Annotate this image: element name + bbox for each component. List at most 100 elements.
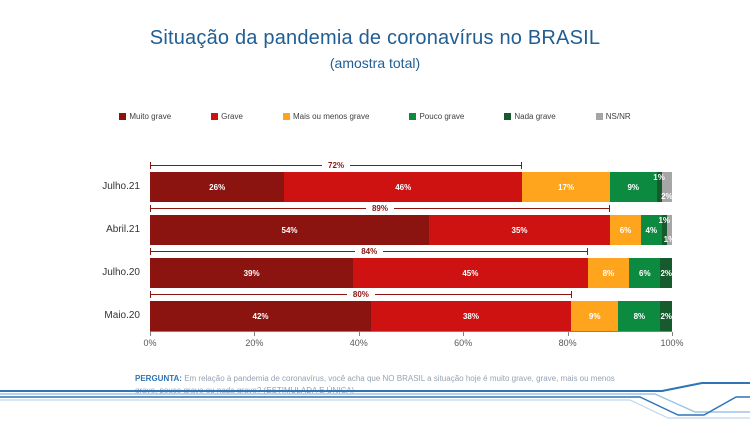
legend-swatch-icon (595, 113, 603, 120)
chart-rows: Julho.21 72% 26% 46% 17% 9% 1% 2% Abril.21 89% 54%… (102, 159, 675, 331)
bar-segment-label: 26% (209, 182, 226, 192)
bar-segment-label: 4% (645, 225, 658, 235)
bar-segment-label: 39% (243, 268, 260, 278)
bar-segment-label: 2% (661, 192, 673, 201)
bar-segment: 9% (609, 172, 657, 202)
bar-segment: 45% (353, 258, 588, 288)
x-axis: 0% 20% 40% 60% 80% 100% (143, 331, 684, 353)
category-label: Abril.21 (106, 224, 140, 235)
bar-segment-label: 9% (627, 182, 640, 192)
bar-segment: 9% (570, 301, 619, 331)
stacked-bar-chart: Julho.21 72% 26% 46% 17% 9% 1% 2% Abril.21 89% 54%… (102, 159, 684, 353)
x-axis-tick-label: 80% (558, 338, 577, 348)
bar-segment-label: 38% (462, 311, 479, 321)
x-axis-tick-label: 0% (143, 338, 157, 348)
category-label: Maio.20 (104, 310, 140, 321)
legend: Muito grave Grave Mais ou menos grave Pouco… (0, 112, 750, 121)
bar-segment: 46% (284, 172, 523, 202)
x-axis-tick (254, 332, 256, 336)
bar-segment: 26% (150, 172, 285, 202)
legend-label: Grave (221, 112, 243, 121)
bar-segment-label: 2% (660, 311, 672, 321)
bar: 26% 46% 17% 9% 1% 2% (150, 172, 673, 202)
bar-segment: 35% (429, 215, 610, 245)
bar-segment: 8% (587, 258, 630, 288)
bracket-total-label: 80% (352, 290, 369, 299)
bar-segment: 1% (658, 215, 670, 245)
bracket: 84% (150, 245, 589, 258)
legend-item: Grave (211, 112, 243, 121)
x-axis-tick (567, 332, 569, 336)
bar-segment-label: 42% (252, 311, 269, 321)
legend-item: Nada grave (504, 112, 556, 121)
bar-segment-label: 9% (588, 311, 601, 321)
bar-segment: 39% (150, 258, 354, 288)
category-label: Julho.21 (102, 181, 140, 192)
bracket-line (150, 165, 323, 166)
chart-row: Abril.21 89% 54% 35% 6% 4% 1% 1% (106, 202, 675, 245)
bar-segment-label: 6% (639, 268, 651, 278)
bracket-line (374, 294, 572, 295)
bar-segment: 42% (150, 301, 372, 331)
x-axis-tick (358, 332, 360, 336)
bottom-wave-decoration (0, 382, 750, 419)
bracket-line (150, 294, 347, 295)
bar-segment-label: 1% (663, 235, 676, 244)
bar-segment-label: 6% (619, 225, 632, 235)
legend-label: Mais ou menos grave (292, 112, 370, 121)
bar-segment-label: 2% (660, 268, 673, 278)
legend-swatch-icon (119, 113, 127, 120)
bracket: 89% (150, 202, 610, 215)
bar: 54% 35% 6% 4% 1% 1% (150, 215, 675, 245)
bracket-total-label: 89% (371, 204, 388, 213)
bar: 42% 38% 9% 8% 2% (150, 301, 672, 331)
legend-swatch-icon (282, 113, 290, 120)
bar-segment-label: 8% (633, 311, 646, 321)
bar-segment-label: 8% (602, 268, 615, 278)
bar-segment-label: 54% (281, 225, 298, 235)
bar-segment: 1% (653, 172, 665, 202)
x-axis-tick-label: 20% (245, 338, 264, 348)
legend-swatch-icon (409, 113, 417, 120)
bar-segment: 6% (629, 258, 661, 288)
bar-segment-label: 17% (558, 182, 575, 192)
bar-segment-label: 1% (658, 216, 671, 225)
bracket-line (350, 165, 523, 166)
chart-row: Maio.20 80% 42% 38% 9% 8% 2% (104, 288, 672, 331)
bar-segment: 4% (641, 215, 662, 245)
x-axis-tick (463, 332, 465, 336)
legend-label: Pouco grave (419, 112, 465, 121)
bar-segment: 2% (660, 301, 672, 331)
legend-label: Muito grave (129, 112, 172, 121)
bracket-total-label: 72% (328, 161, 345, 170)
bar-segment: 8% (618, 301, 661, 331)
page-subtitle: (amostra total) (329, 55, 421, 71)
x-axis-tick (672, 332, 673, 336)
page-title: Situação da pandemia de coronavírus no B… (149, 27, 601, 49)
legend-label: NS/NR (605, 112, 631, 121)
bar-segment: 1% (664, 215, 675, 245)
legend-label: Nada grave (514, 112, 556, 121)
bar-segment: 54% (150, 215, 430, 245)
x-axis-tick-label: 60% (454, 338, 473, 348)
bar-segment-label: 46% (395, 182, 412, 192)
bracket-line (394, 208, 610, 209)
bracket: 80% (150, 288, 572, 301)
chart-row: Julho.20 84% 39% 45% 8% 6% 2% (102, 245, 673, 288)
legend-item: Mais ou menos grave (282, 112, 370, 121)
bar-segment: 2% (660, 258, 673, 288)
bar-segment: 17% (522, 172, 610, 202)
legend-swatch-icon (504, 113, 512, 120)
bar-segment: 6% (609, 215, 641, 245)
bar-segment: 2% (661, 172, 673, 202)
category-label: Julho.20 (102, 267, 140, 278)
bracket: 72% (150, 159, 523, 172)
bar-segment-label: 45% (462, 268, 479, 278)
footnote-label: PERGUNTA: (135, 374, 182, 383)
legend-swatch-icon (211, 113, 219, 120)
bar-segment-label: 35% (511, 225, 528, 235)
bracket-total-label: 84% (361, 247, 378, 256)
bar: 39% 45% 8% 6% 2% (150, 258, 673, 288)
legend-item: NS/NR (595, 112, 631, 121)
